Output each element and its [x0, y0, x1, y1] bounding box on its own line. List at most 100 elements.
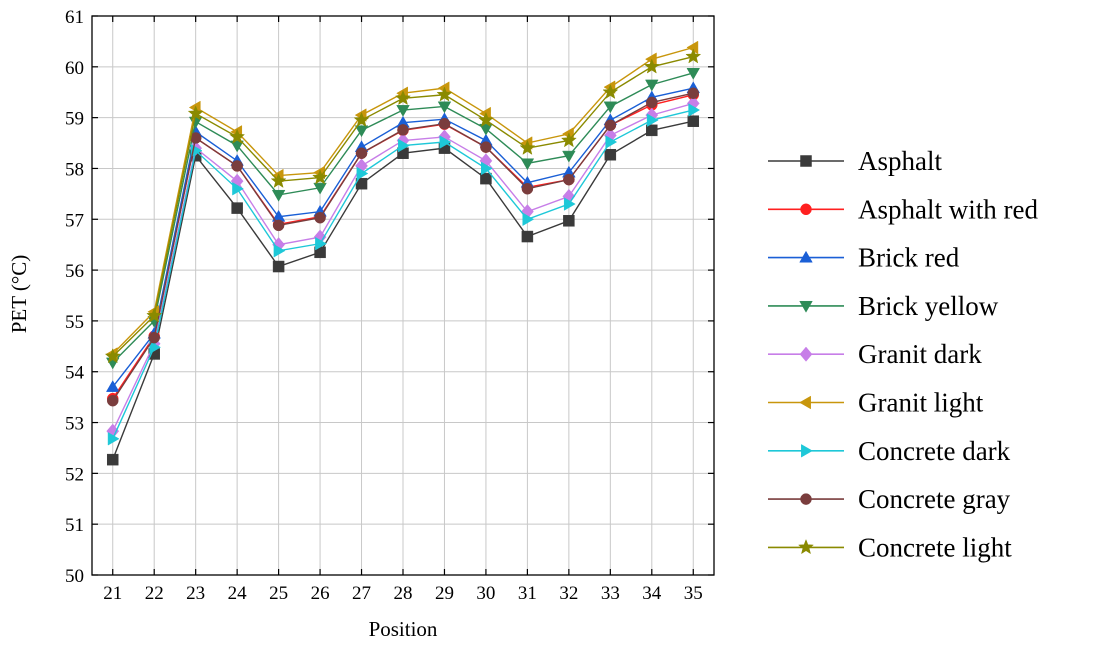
x-tick-label: 32: [559, 583, 578, 604]
x-tick-label: 34: [642, 583, 662, 604]
legend-label: Brick yellow: [858, 291, 999, 321]
data-point-brick-yellow: [603, 101, 618, 114]
data-point-concrete-gray: [231, 160, 243, 172]
data-point-concrete-gray: [604, 119, 617, 132]
data-point-concrete-gray: [563, 173, 575, 186]
series-concrete-light: [104, 48, 702, 364]
data-point-asphalt: [521, 230, 534, 243]
data-point-concrete-dark: [481, 161, 493, 176]
data-point-concrete-light: [229, 128, 246, 144]
x-tick-label: 25: [269, 583, 288, 604]
data-point-concrete-gray: [646, 96, 658, 109]
data-point-concrete-gray: [148, 331, 160, 344]
legend-label: Concrete gray: [858, 484, 1011, 514]
data-point-concrete-light: [353, 111, 370, 127]
y-tick-label: 57: [65, 210, 84, 231]
data-point-concrete-dark: [149, 340, 162, 355]
legend-marker: [798, 539, 814, 555]
legend-item-brick-yellow: Brick yellow: [768, 291, 999, 321]
data-point-asphalt: [687, 115, 700, 127]
data-point-concrete-dark: [605, 135, 618, 149]
legend-label: Concrete light: [858, 532, 1012, 562]
y-axis-title: PET (°C): [7, 255, 31, 334]
data-point-asphalt: [646, 124, 658, 137]
legend-item-brick-red: Brick red: [768, 243, 960, 273]
legend-item-asphalt: Asphalt: [768, 146, 942, 176]
legend-label: Granit light: [858, 388, 984, 418]
x-tick-label: 21: [103, 583, 122, 604]
data-point-concrete-light: [146, 307, 163, 323]
legend-marker: [800, 493, 812, 505]
data-point-concrete-gray: [355, 147, 368, 159]
data-point-brick-yellow: [396, 105, 410, 117]
x-tick-label: 33: [601, 583, 620, 604]
y-tick-label: 51: [65, 515, 84, 536]
legend: Asphalt Asphalt with red Brick red Brick ye…: [768, 146, 1038, 562]
legend-item-granit-dark: Granit dark: [768, 339, 982, 369]
legend-marker: [799, 395, 811, 410]
y-tick-label: 55: [65, 312, 84, 333]
legend-item-concrete-dark: Concrete dark: [768, 436, 1011, 466]
legend-item-asphalt-with-red: Asphalt with red: [768, 194, 1038, 224]
legend-marker: [799, 300, 813, 313]
data-point-concrete-light: [312, 169, 329, 185]
data-point-concrete-dark: [232, 182, 244, 196]
x-tick-label: 29: [435, 583, 454, 604]
data-point-concrete-gray: [106, 394, 119, 407]
legend-marker: [801, 444, 813, 458]
legend-marker: [799, 346, 813, 362]
data-point-brick-yellow: [313, 182, 327, 195]
data-point-concrete-gray: [397, 124, 409, 136]
data-point-brick-yellow: [354, 125, 369, 138]
data-point-asphalt: [106, 453, 119, 466]
axes: 21 22 23 24 25 26 27 28 29 30 31 32 33 34 35 50 51 52 53 54…: [65, 7, 715, 604]
data-point-concrete-dark: [315, 236, 327, 251]
y-tick-label: 50: [65, 566, 84, 587]
data-point-asphalt: [480, 172, 492, 185]
y-tick-label: 58: [65, 159, 84, 180]
x-tick-label: 35: [684, 583, 703, 604]
series-concrete-dark: [107, 103, 701, 446]
x-tick-label: 31: [518, 583, 537, 604]
data-point-concrete-light: [602, 83, 619, 100]
y-tick-label: 60: [65, 58, 84, 79]
data-point-concrete-light: [104, 348, 121, 364]
x-tick-label: 27: [352, 583, 371, 604]
data-point-concrete-dark: [273, 244, 286, 258]
data-point-concrete-dark: [107, 432, 120, 446]
data-point-concrete-light: [560, 132, 577, 148]
data-point-asphalt: [604, 148, 617, 161]
legend-label: Asphalt: [858, 146, 942, 176]
data-point-concrete-light: [519, 139, 536, 155]
data-point-brick-yellow: [437, 101, 452, 114]
y-tick-label: 54: [65, 363, 85, 384]
data-point-asphalt: [272, 260, 285, 273]
legend-marker: [800, 155, 812, 167]
legend-label: Asphalt with red: [858, 194, 1038, 224]
data-point-concrete-light: [395, 89, 411, 106]
x-tick-label: 23: [186, 583, 205, 604]
x-axis-title: Position: [369, 617, 438, 641]
legend-label: Concrete dark: [858, 436, 1011, 466]
data-point-concrete-dark: [563, 197, 576, 211]
data-point-concrete-gray: [272, 219, 285, 232]
data-point-brick-red: [105, 380, 120, 392]
x-tick-label: 24: [228, 583, 248, 604]
data-point-concrete-gray: [687, 87, 700, 99]
y-tick-label: 59: [65, 109, 84, 130]
x-tick-label: 28: [394, 583, 413, 604]
x-tick-label: 26: [311, 583, 330, 604]
data-point-concrete-gray: [521, 183, 534, 195]
legend-label: Brick red: [858, 243, 960, 273]
data-point-concrete-dark: [439, 135, 452, 149]
legend-item-concrete-gray: Concrete gray: [768, 484, 1011, 514]
data-point-brick-yellow: [520, 158, 535, 171]
data-point-concrete-dark: [356, 166, 369, 181]
y-tick-label: 52: [65, 464, 84, 485]
data-point-concrete-gray: [480, 141, 492, 153]
legend-item-concrete-light: Concrete light: [768, 532, 1012, 562]
data-point-concrete-dark: [398, 138, 410, 153]
data-point-concrete-dark: [522, 212, 535, 227]
data-point-asphalt: [231, 202, 243, 214]
